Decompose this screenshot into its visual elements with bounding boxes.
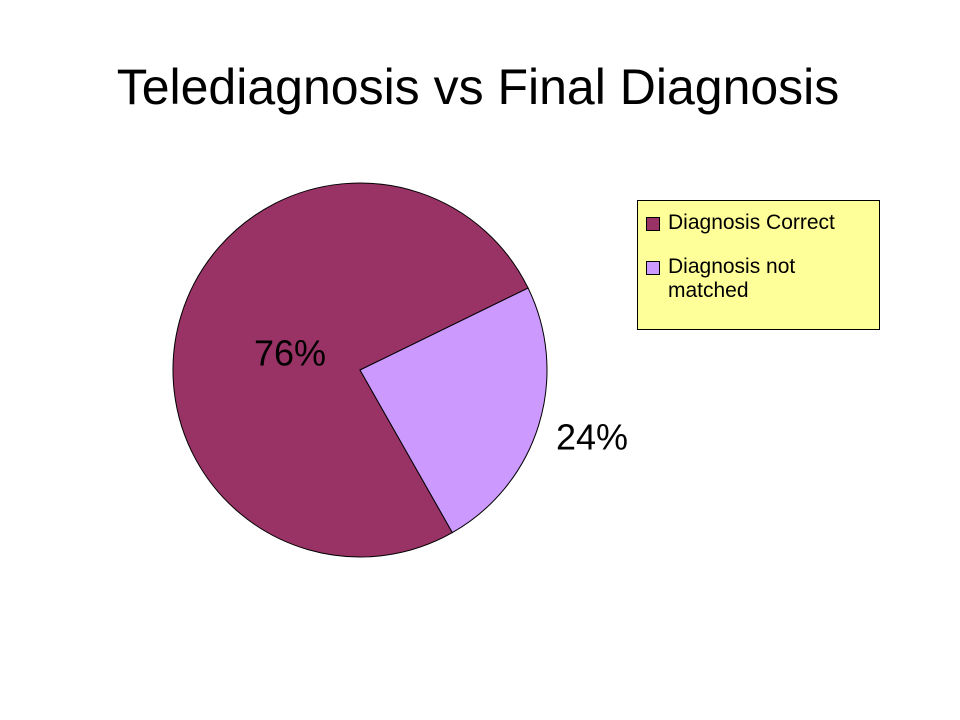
legend: Diagnosis Correct Diagnosis not matched [637, 200, 880, 330]
legend-swatch [646, 217, 660, 231]
data-label: 24% [556, 417, 628, 458]
legend-label: Diagnosis Correct [668, 211, 835, 234]
legend-item: Diagnosis not matched [646, 255, 873, 303]
legend-label: Diagnosis not matched [668, 255, 796, 302]
legend-swatch [646, 261, 660, 275]
pie-slice [172, 182, 529, 558]
pie-slice [359, 287, 548, 534]
legend-item: Diagnosis Correct [646, 211, 873, 235]
data-label: 76% [254, 333, 326, 374]
chart-title: Telediagnosis vs Final Diagnosis [116, 59, 840, 115]
